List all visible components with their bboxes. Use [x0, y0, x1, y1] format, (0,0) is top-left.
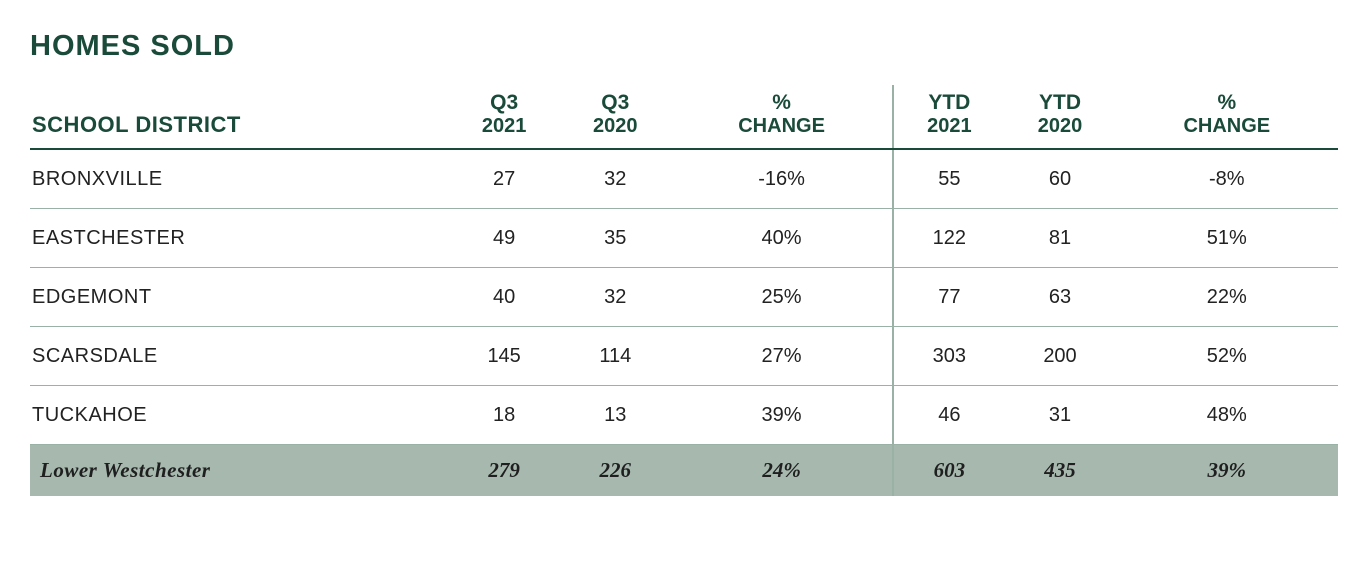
ytd-pct-cell: 52%	[1116, 327, 1338, 386]
col-header-ytd-2020: YTD 2020	[1004, 85, 1115, 149]
q-pct-cell: 25%	[671, 268, 893, 327]
district-cell: SCARSDALE	[30, 327, 449, 386]
table-row: EDGEMONT 40 32 25% 77 63 22%	[30, 268, 1338, 327]
district-cell: BRONXVILLE	[30, 149, 449, 209]
q3-2020-cell: 13	[560, 386, 671, 445]
total-ytd-2020-cell: 435	[1004, 445, 1115, 497]
q-pct-cell: 40%	[671, 209, 893, 268]
col-header-ytd-2021: YTD 2021	[893, 85, 1004, 149]
ytd-2020-cell: 81	[1004, 209, 1115, 268]
q3-2020-cell: 32	[560, 149, 671, 209]
ytd-pct-cell: -8%	[1116, 149, 1338, 209]
total-district-cell: Lower Westchester	[30, 445, 449, 497]
col-header-line: YTD	[1008, 91, 1111, 115]
ytd-2021-cell: 46	[893, 386, 1004, 445]
col-header-q3-2021: Q3 2021	[449, 85, 560, 149]
ytd-2020-cell: 200	[1004, 327, 1115, 386]
table-header-row: SCHOOL DISTRICT Q3 2021 Q3 2020 % CHANGE…	[30, 85, 1338, 149]
ytd-pct-cell: 22%	[1116, 268, 1338, 327]
q3-2021-cell: 145	[449, 327, 560, 386]
col-header-line: 2020	[1008, 115, 1111, 138]
q3-2021-cell: 40	[449, 268, 560, 327]
q-pct-cell: 39%	[671, 386, 893, 445]
col-header-line: YTD	[898, 91, 1000, 115]
q3-2021-cell: 27	[449, 149, 560, 209]
ytd-2020-cell: 63	[1004, 268, 1115, 327]
table-row: BRONXVILLE 27 32 -16% 55 60 -8%	[30, 149, 1338, 209]
q-pct-cell: -16%	[671, 149, 893, 209]
table-row: EASTCHESTER 49 35 40% 122 81 51%	[30, 209, 1338, 268]
ytd-pct-cell: 48%	[1116, 386, 1338, 445]
col-header-ytd-pct: % CHANGE	[1116, 85, 1338, 149]
col-header-line: 2021	[898, 115, 1000, 138]
district-cell: EDGEMONT	[30, 268, 449, 327]
table-row: SCARSDALE 145 114 27% 303 200 52%	[30, 327, 1338, 386]
table-total-row: Lower Westchester 279 226 24% 603 435 39…	[30, 445, 1338, 497]
col-header-line: 2021	[453, 115, 556, 138]
ytd-2021-cell: 77	[893, 268, 1004, 327]
homes-sold-table: SCHOOL DISTRICT Q3 2021 Q3 2020 % CHANGE…	[30, 85, 1338, 496]
col-header-line: Q3	[453, 91, 556, 115]
col-header-q-pct: % CHANGE	[671, 85, 893, 149]
q3-2020-cell: 32	[560, 268, 671, 327]
q3-2021-cell: 49	[449, 209, 560, 268]
total-ytd-2021-cell: 603	[893, 445, 1004, 497]
ytd-2020-cell: 60	[1004, 149, 1115, 209]
table-row: TUCKAHOE 18 13 39% 46 31 48%	[30, 386, 1338, 445]
q3-2021-cell: 18	[449, 386, 560, 445]
col-header-line: Q3	[564, 91, 667, 115]
col-header-line: CHANGE	[1120, 115, 1334, 138]
q-pct-cell: 27%	[671, 327, 893, 386]
q3-2020-cell: 114	[560, 327, 671, 386]
ytd-2021-cell: 303	[893, 327, 1004, 386]
district-cell: TUCKAHOE	[30, 386, 449, 445]
col-header-line: 2020	[564, 115, 667, 138]
col-header-line: %	[1120, 91, 1334, 115]
ytd-pct-cell: 51%	[1116, 209, 1338, 268]
col-header-line: %	[675, 91, 888, 115]
col-header-line: CHANGE	[675, 115, 888, 138]
q3-2020-cell: 35	[560, 209, 671, 268]
ytd-2020-cell: 31	[1004, 386, 1115, 445]
total-q3-2020-cell: 226	[560, 445, 671, 497]
col-header-district: SCHOOL DISTRICT	[30, 85, 449, 149]
ytd-2021-cell: 55	[893, 149, 1004, 209]
total-q3-2021-cell: 279	[449, 445, 560, 497]
district-cell: EASTCHESTER	[30, 209, 449, 268]
col-header-q3-2020: Q3 2020	[560, 85, 671, 149]
ytd-2021-cell: 122	[893, 209, 1004, 268]
total-q-pct-cell: 24%	[671, 445, 893, 497]
page-title: HOMES SOLD	[30, 30, 1338, 63]
total-ytd-pct-cell: 39%	[1116, 445, 1338, 497]
